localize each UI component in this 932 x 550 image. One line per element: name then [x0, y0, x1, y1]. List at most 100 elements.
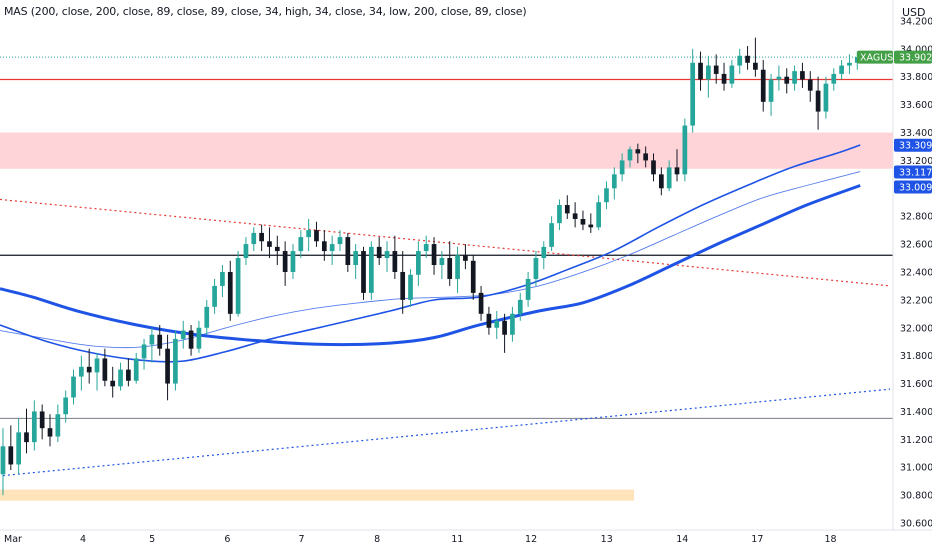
- candle: [204, 299, 210, 335]
- candle: [643, 146, 649, 168]
- candle: [564, 195, 570, 219]
- candles-layer: [0, 37, 860, 496]
- candle: [839, 59, 844, 80]
- candle: [314, 221, 319, 247]
- time-tick-label: 4: [80, 534, 86, 545]
- price-axis: 34.200 34.000 33.800 33.600 33.400 33.200 33.0…: [900, 16, 932, 529]
- candle: [368, 241, 374, 300]
- candle: [651, 153, 656, 182]
- price-tick-label: 32.800: [900, 212, 932, 223]
- candle: [282, 241, 288, 286]
- candle: [196, 320, 202, 353]
- candle: [0, 428, 6, 496]
- svg-text:33.309: 33.309: [899, 141, 932, 152]
- candle: [439, 251, 445, 279]
- candle: [470, 255, 476, 300]
- price-tick-label: 31.000: [900, 463, 932, 474]
- candle: [792, 65, 797, 91]
- candle: [737, 48, 743, 74]
- ma-price-badge: 33.117: [894, 165, 932, 179]
- descending-trendline: [0, 198, 891, 287]
- indicator-legend[interactable]: MAS (200, close, 200, close, 89, close, …: [4, 5, 527, 18]
- candle: [784, 68, 790, 94]
- candle: [306, 218, 311, 252]
- candle: [353, 244, 359, 279]
- candle: [180, 320, 186, 349]
- time-tick-label: 11: [451, 534, 463, 545]
- candle: [63, 390, 69, 423]
- time-tick-label: 12: [525, 534, 537, 545]
- candle: [79, 355, 84, 391]
- candle: [478, 285, 484, 321]
- candle: [549, 216, 554, 252]
- candle: [604, 181, 609, 210]
- candle: [39, 404, 45, 440]
- candle: [290, 244, 296, 279]
- candle: [580, 210, 586, 231]
- candle: [611, 167, 617, 200]
- candle: [110, 366, 116, 398]
- time-tick-label: 6: [224, 534, 230, 545]
- candle: [831, 68, 837, 91]
- candle: [690, 48, 696, 133]
- candle: [133, 352, 139, 384]
- candle: [235, 251, 241, 317]
- ma-price-badge: 33.309: [894, 138, 932, 152]
- candle: [16, 418, 22, 475]
- candle: [729, 59, 735, 88]
- time-tick-label: Mar: [4, 534, 22, 545]
- candle: [94, 352, 100, 391]
- candle: [745, 46, 750, 70]
- candle: [165, 334, 170, 401]
- candle: [588, 213, 594, 233]
- price-tick-label: 30.600: [900, 519, 932, 530]
- candle: [259, 224, 264, 252]
- price-tick-label: 33.600: [900, 100, 932, 111]
- candle: [557, 199, 562, 231]
- candle: [674, 149, 680, 182]
- candle: [815, 76, 821, 130]
- candle: [298, 230, 304, 259]
- candle: [525, 271, 531, 307]
- time-tick-label: 13: [601, 534, 613, 545]
- candle: [619, 153, 625, 182]
- candle: [416, 241, 421, 286]
- price-tick-label: 34.000: [900, 44, 932, 55]
- time-tick-label: 17: [751, 534, 763, 545]
- candle: [721, 62, 727, 91]
- candle: [149, 327, 155, 363]
- candle: [682, 118, 688, 182]
- candle: [173, 330, 178, 391]
- ma-price-badge: 33.009: [894, 180, 932, 194]
- candle: [337, 230, 343, 252]
- currency-label[interactable]: USD: [902, 6, 926, 19]
- svg-text:33.117: 33.117: [899, 167, 932, 178]
- candle: [502, 313, 507, 353]
- demand-zone: [0, 489, 635, 501]
- candle: [102, 348, 108, 387]
- price-tick-label: 33.200: [900, 156, 932, 167]
- price-tick-label: 33.400: [900, 128, 932, 139]
- candle: [376, 237, 382, 265]
- candle: [760, 59, 766, 112]
- candle: [274, 235, 280, 265]
- candle: [776, 65, 782, 91]
- candle: [541, 241, 547, 270]
- candle: [823, 76, 829, 119]
- candle: [220, 265, 225, 298]
- candle: [361, 246, 366, 300]
- candle: [635, 143, 641, 164]
- svg-text:33.009: 33.009: [899, 183, 932, 194]
- candle: [494, 311, 500, 339]
- candle: [251, 227, 257, 252]
- price-tick-label: 31.600: [900, 379, 932, 390]
- price-tick-label: 34.200: [900, 16, 932, 27]
- candle: [447, 241, 453, 286]
- candle: [86, 348, 92, 384]
- price-tick-label: 32.400: [900, 267, 932, 278]
- time-tick-label: 14: [676, 534, 688, 545]
- candle: [627, 146, 633, 168]
- candle: [188, 324, 194, 356]
- zones-layer: [0, 132, 893, 501]
